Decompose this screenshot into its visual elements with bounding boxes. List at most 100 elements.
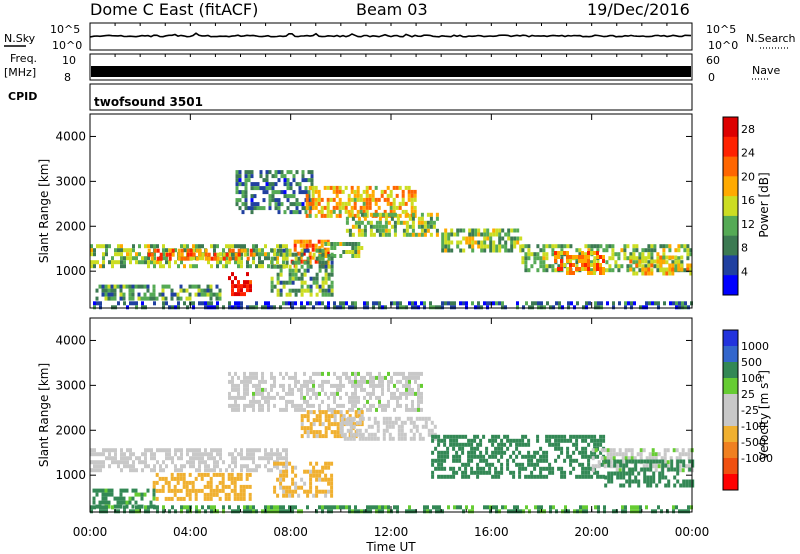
velocity-cell bbox=[270, 456, 273, 461]
power-cell bbox=[301, 190, 305, 195]
power-cell bbox=[277, 170, 281, 175]
velocity-cell bbox=[318, 422, 322, 427]
velocity-cell bbox=[213, 468, 216, 473]
velocity-cell bbox=[198, 452, 201, 457]
power-cell bbox=[315, 276, 319, 281]
velocity-cell bbox=[421, 424, 425, 429]
power-cell bbox=[279, 248, 283, 253]
velocity-colorbar-tick: 500 bbox=[741, 356, 762, 369]
power-cell bbox=[317, 239, 321, 244]
velocity-cell bbox=[358, 420, 362, 425]
power-cell bbox=[102, 256, 105, 261]
velocity-cell bbox=[506, 438, 510, 443]
velocity-cell bbox=[168, 509, 171, 514]
velocity-cell bbox=[233, 480, 237, 485]
velocity-cell bbox=[206, 492, 210, 497]
velocity-cell bbox=[195, 468, 198, 473]
power-cell bbox=[351, 242, 355, 246]
power-cell bbox=[599, 267, 602, 271]
power-cell bbox=[641, 267, 645, 272]
power-cell bbox=[119, 284, 123, 289]
velocity-cell bbox=[434, 458, 438, 463]
velocity-cell bbox=[376, 428, 380, 433]
velocity-cell bbox=[234, 407, 237, 412]
velocity-cell bbox=[360, 422, 364, 427]
velocity-cell bbox=[119, 504, 123, 509]
velocity-cell bbox=[324, 505, 327, 510]
power-cell bbox=[504, 244, 508, 249]
power-cell bbox=[246, 248, 249, 253]
velocity-cell bbox=[174, 448, 177, 453]
power-cell bbox=[368, 205, 372, 210]
velocity-cell bbox=[687, 452, 691, 457]
velocity-cell bbox=[552, 505, 555, 510]
velocity-cell bbox=[227, 496, 231, 501]
power-cell bbox=[353, 197, 357, 202]
power-cell bbox=[578, 252, 582, 257]
power-cell bbox=[265, 178, 269, 183]
velocity-cell bbox=[681, 509, 684, 514]
velocity-cell bbox=[506, 466, 510, 471]
velocity-cell bbox=[545, 434, 549, 439]
velocity-cell bbox=[188, 472, 192, 477]
power-cell bbox=[414, 232, 418, 237]
power-cell bbox=[294, 288, 298, 293]
power-cell bbox=[285, 292, 289, 297]
power-cell bbox=[156, 256, 160, 261]
power-cell bbox=[612, 301, 615, 306]
velocity-cell bbox=[476, 462, 480, 467]
power-cell bbox=[104, 288, 108, 293]
power-cell bbox=[147, 264, 150, 269]
power-cell bbox=[632, 267, 636, 272]
velocity-cell bbox=[417, 403, 420, 408]
velocity-cell bbox=[189, 464, 192, 469]
power-cell bbox=[308, 209, 312, 214]
velocity-cell bbox=[661, 459, 665, 464]
velocity-cell bbox=[582, 509, 585, 514]
velocity-cell bbox=[116, 504, 120, 509]
velocity-cell bbox=[252, 391, 255, 396]
velocity-cell bbox=[666, 460, 670, 465]
velocity-cell bbox=[485, 470, 489, 475]
power-cell bbox=[231, 284, 234, 289]
power-cell bbox=[423, 228, 427, 233]
velocity-cell bbox=[279, 477, 283, 482]
power-cell bbox=[238, 170, 242, 175]
velocity-cell bbox=[273, 489, 277, 494]
velocity-cell bbox=[405, 509, 408, 514]
power-cell bbox=[359, 193, 363, 198]
power-cell bbox=[318, 268, 322, 273]
velocity-cell bbox=[533, 474, 537, 479]
power-cell bbox=[686, 267, 690, 272]
power-cell bbox=[486, 305, 489, 310]
velocity-cell bbox=[630, 456, 634, 461]
power-cell bbox=[362, 201, 366, 206]
velocity-cell bbox=[204, 460, 207, 465]
power-cell bbox=[354, 301, 357, 306]
power-cell bbox=[168, 260, 171, 265]
power-cell bbox=[273, 264, 277, 269]
power-cell bbox=[285, 248, 289, 253]
velocity-cell bbox=[491, 474, 495, 479]
velocity-cell bbox=[252, 375, 255, 380]
power-cell bbox=[314, 201, 318, 206]
velocity-cell bbox=[315, 414, 319, 419]
power-cell bbox=[569, 267, 572, 271]
power-cell bbox=[258, 248, 261, 253]
velocity-cell bbox=[309, 485, 313, 490]
velocity-cell bbox=[536, 450, 540, 455]
power-cell bbox=[299, 255, 303, 260]
velocity-cell bbox=[621, 460, 625, 465]
power-cell bbox=[292, 174, 296, 179]
velocity-cell bbox=[230, 488, 234, 493]
velocity-cell bbox=[264, 456, 267, 461]
velocity-cell bbox=[630, 448, 634, 453]
power-cell bbox=[435, 228, 439, 233]
velocity-cell bbox=[267, 509, 270, 514]
power-cell bbox=[234, 305, 237, 310]
velocity-cell bbox=[569, 470, 573, 475]
power-cell bbox=[215, 292, 219, 297]
power-cell bbox=[110, 288, 114, 293]
power-cell bbox=[351, 305, 354, 310]
power-cell bbox=[135, 305, 138, 310]
